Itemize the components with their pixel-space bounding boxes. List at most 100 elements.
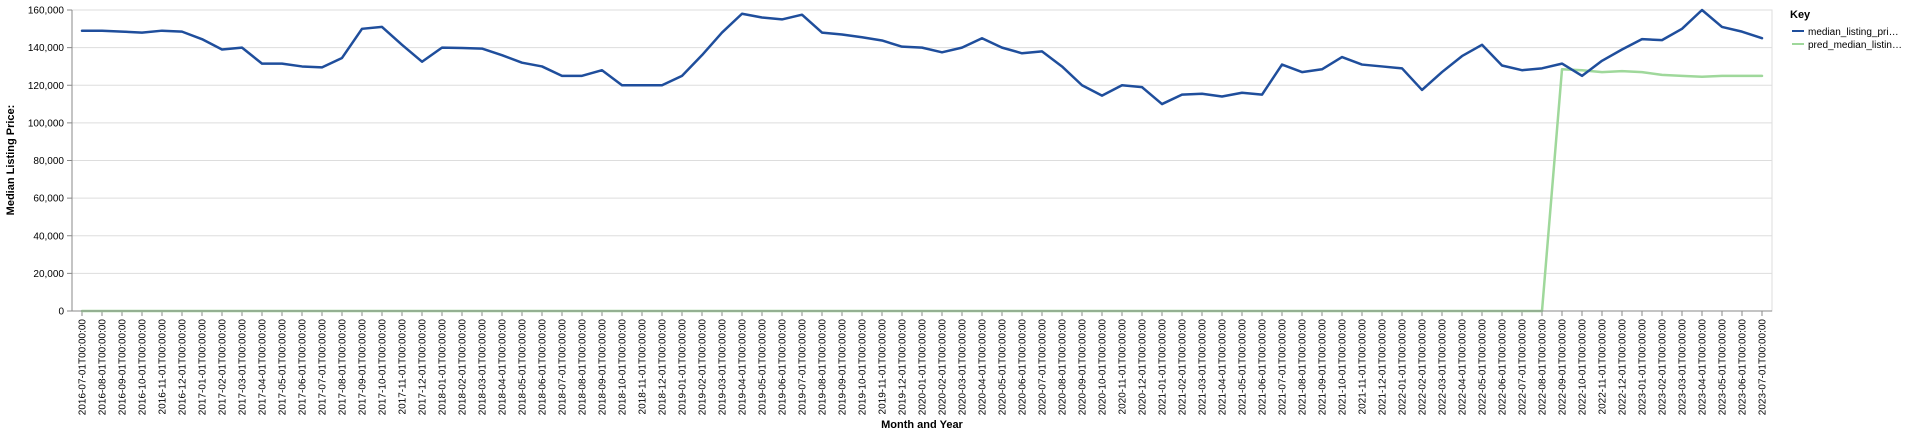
x-tick-label: 2022-02-01T00:00:00 — [1418, 319, 1429, 416]
legend-title: Key — [1790, 9, 1811, 21]
x-tick-label: 2019-04-01T00:00:00 — [738, 319, 749, 416]
x-tick-label: 2018-08-01T00:00:00 — [578, 319, 589, 416]
x-tick-label: 2017-05-01T00:00:00 — [278, 319, 289, 416]
x-tick-label: 2018-04-01T00:00:00 — [498, 319, 509, 416]
x-tick-label: 2022-09-01T00:00:00 — [1558, 319, 1569, 416]
x-tick-label: 2021-03-01T00:00:00 — [1198, 319, 1209, 416]
x-tick-label: 2020-11-01T00:00:00 — [1118, 319, 1129, 415]
x-tick-label: 2019-03-01T00:00:00 — [718, 319, 729, 416]
x-tick-label: 2018-06-01T00:00:00 — [538, 319, 549, 416]
x-tick-label: 2017-08-01T00:00:00 — [338, 319, 349, 416]
y-tick-label: 120,000 — [28, 81, 65, 92]
x-tick-label: 2021-08-01T00:00:00 — [1298, 319, 1309, 416]
x-tick-label: 2020-12-01T00:00:00 — [1138, 319, 1149, 416]
x-tick-label: 2022-12-01T00:00:00 — [1618, 319, 1629, 416]
x-tick-label: 2017-11-01T00:00:00 — [398, 319, 409, 415]
x-tick-label: 2023-07-01T00:00:00 — [1758, 319, 1769, 416]
x-tick-label: 2022-10-01T00:00:00 — [1578, 319, 1589, 416]
x-tick-label: 2017-12-01T00:00:00 — [418, 319, 429, 416]
x-tick-label: 2021-01-01T00:00:00 — [1158, 319, 1169, 416]
x-tick-label: 2020-10-01T00:00:00 — [1098, 319, 1109, 416]
x-tick-label: 2018-09-01T00:00:00 — [598, 319, 609, 416]
y-axis-title: Median Listing Price: — [5, 105, 17, 216]
x-tick-label: 2019-12-01T00:00:00 — [898, 319, 909, 416]
x-tick-label: 2019-07-01T00:00:00 — [798, 319, 809, 416]
x-tick-label: 2017-01-01T00:00:00 — [198, 319, 209, 416]
grid-lines — [72, 9, 1772, 312]
x-tick-label: 2020-07-01T00:00:00 — [1038, 319, 1049, 416]
x-tick-label: 2016-07-01T00:00:00 — [78, 319, 89, 416]
y-tick-label: 40,000 — [33, 231, 64, 242]
x-axis: 2016-07-01T00:00:00 2016-08-01T00:00:00 20… — [78, 311, 1769, 415]
x-tick-label: 2021-11-01T00:00:00 — [1358, 319, 1369, 415]
series-line-pred-median-listing — [80, 68, 1764, 313]
x-tick-label: 2018-12-01T00:00:00 — [658, 319, 669, 416]
x-tick-label: 2020-03-01T00:00:00 — [958, 319, 969, 416]
x-tick-label: 2019-10-01T00:00:00 — [858, 319, 869, 416]
x-tick-label: 2017-03-01T00:00:00 — [238, 319, 249, 416]
x-tick-label: 2016-08-01T00:00:00 — [98, 319, 109, 416]
legend-label-median-listing-price: median_listing_pri… — [1808, 27, 1899, 38]
x-tick-label: 2019-08-01T00:00:00 — [818, 319, 829, 416]
x-tick-label: 2019-02-01T00:00:00 — [698, 319, 709, 416]
x-tick-label: 2018-02-01T00:00:00 — [458, 319, 469, 416]
x-tick-label: 2022-03-01T00:00:00 — [1438, 319, 1449, 416]
x-tick-label: 2021-07-01T00:00:00 — [1278, 319, 1289, 416]
y-axis: 0 20,000 40,000 60,000 80,000 100,000 120,000 1… — [28, 6, 72, 318]
x-tick-label: 2019-05-01T00:00:00 — [758, 319, 769, 416]
x-tick-label: 2022-05-01T00:00:00 — [1478, 319, 1489, 416]
y-tick-label: 0 — [58, 307, 64, 318]
x-tick-label: 2017-04-01T00:00:00 — [258, 319, 269, 416]
x-tick-label: 2018-07-01T00:00:00 — [558, 319, 569, 416]
x-tick-label: 2018-10-01T00:00:00 — [618, 319, 629, 416]
legend: Key median_listing_pri… pred_median_list… — [1790, 9, 1902, 51]
x-tick-label: 2016-11-01T00:00:00 — [158, 319, 169, 415]
x-tick-label: 2018-03-01T00:00:00 — [478, 319, 489, 416]
x-tick-label: 2016-12-01T00:00:00 — [178, 319, 189, 416]
x-tick-label: 2017-06-01T00:00:00 — [298, 319, 309, 416]
x-tick-label: 2023-03-01T00:00:00 — [1678, 319, 1689, 416]
x-tick-label: 2021-04-01T00:00:00 — [1218, 319, 1229, 416]
x-axis-title: Month and Year — [881, 419, 963, 431]
x-tick-label: 2017-10-01T00:00:00 — [378, 319, 389, 416]
x-tick-label: 2020-02-01T00:00:00 — [938, 319, 949, 416]
x-tick-label: 2023-04-01T00:00:00 — [1698, 319, 1709, 416]
y-tick-label: 20,000 — [33, 269, 64, 280]
x-tick-label: 2017-07-01T00:00:00 — [318, 319, 329, 416]
x-tick-label: 2021-10-01T00:00:00 — [1338, 319, 1349, 416]
x-tick-label: 2023-05-01T00:00:00 — [1718, 319, 1729, 416]
x-tick-label: 2022-04-01T00:00:00 — [1458, 319, 1469, 416]
x-tick-label: 2023-01-01T00:00:00 — [1638, 319, 1649, 416]
x-tick-label: 2021-12-01T00:00:00 — [1378, 319, 1389, 416]
x-tick-label: 2021-09-01T00:00:00 — [1318, 319, 1329, 416]
x-tick-label: 2018-05-01T00:00:00 — [518, 319, 529, 416]
x-tick-label: 2016-10-01T00:00:00 — [138, 319, 149, 416]
x-tick-label: 2022-01-01T00:00:00 — [1398, 319, 1409, 416]
x-tick-label: 2021-06-01T00:00:00 — [1258, 319, 1269, 416]
x-tick-label: 2020-08-01T00:00:00 — [1058, 319, 1069, 416]
x-tick-label: 2017-09-01T00:00:00 — [358, 319, 369, 416]
y-tick-label: 60,000 — [33, 194, 64, 205]
x-tick-label: 2018-11-01T00:00:00 — [638, 319, 649, 415]
x-tick-label: 2020-05-01T00:00:00 — [998, 319, 1009, 416]
x-tick-label: 2023-06-01T00:00:00 — [1738, 319, 1749, 416]
x-tick-label: 2022-08-01T00:00:00 — [1538, 319, 1549, 416]
y-tick-label: 80,000 — [33, 156, 64, 167]
x-tick-label: 2021-05-01T00:00:00 — [1238, 319, 1249, 416]
x-tick-label: 2021-02-01T00:00:00 — [1178, 319, 1189, 416]
x-tick-label: 2022-07-01T00:00:00 — [1518, 319, 1529, 416]
legend-label-pred-median-listing: pred_median_listin… — [1808, 40, 1902, 51]
y-tick-label: 140,000 — [28, 43, 65, 54]
x-tick-label: 2018-01-01T00:00:00 — [438, 319, 449, 416]
x-tick-label: 2019-09-01T00:00:00 — [838, 319, 849, 416]
y-tick-label: 100,000 — [28, 118, 65, 129]
x-tick-label: 2020-06-01T00:00:00 — [1018, 319, 1029, 416]
y-tick-label: 160,000 — [28, 6, 65, 17]
x-tick-label: 2022-11-01T00:00:00 — [1598, 319, 1609, 415]
series-line-median-listing-price — [80, 8, 1764, 106]
x-tick-label: 2023-02-01T00:00:00 — [1658, 319, 1669, 416]
x-tick-label: 2017-02-01T00:00:00 — [218, 319, 229, 416]
x-tick-label: 2020-01-01T00:00:00 — [918, 319, 929, 416]
x-tick-label: 2019-11-01T00:00:00 — [878, 319, 889, 415]
